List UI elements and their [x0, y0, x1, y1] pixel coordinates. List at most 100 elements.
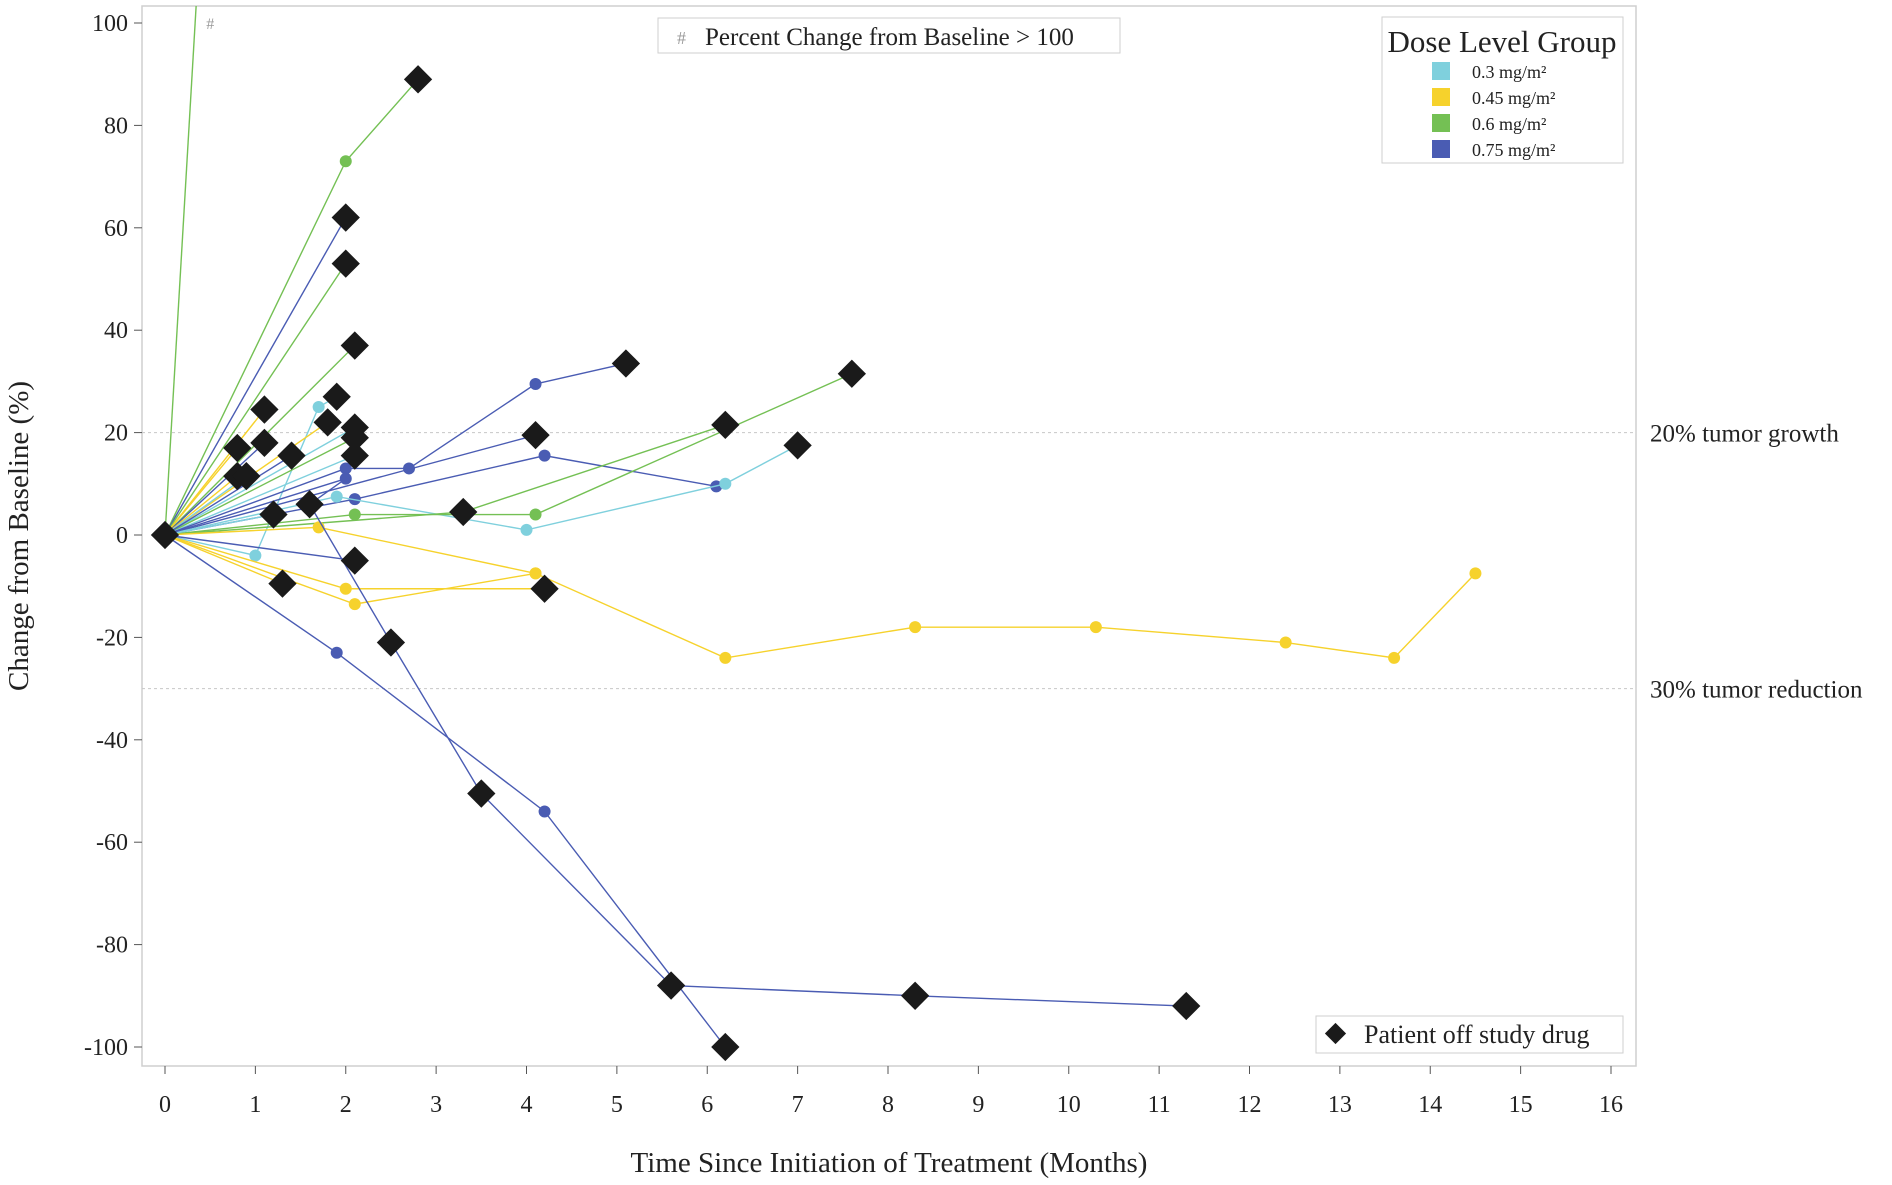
series-line	[164, 475, 238, 536]
off-drug-label: Patient off study drug	[1364, 1020, 1590, 1049]
data-point	[529, 567, 542, 580]
data-point	[520, 523, 533, 536]
patient-series	[164, 434, 536, 536]
x-tick-label: 15	[1509, 1092, 1533, 1118]
y-tick-label: 80	[104, 113, 128, 139]
series-line	[164, 454, 356, 536]
off-drug-marker	[611, 349, 641, 378]
patient-series	[164, 447, 238, 536]
x-tick-label: 1	[249, 1092, 261, 1118]
patient-series	[164, 437, 356, 536]
patient-series	[164, 263, 347, 536]
y-tick-label: -100	[84, 1035, 128, 1061]
patient-series	[164, 534, 545, 595]
x-tick-label: 13	[1328, 1092, 1352, 1118]
series-line	[164, 513, 274, 536]
legend-swatch	[1432, 62, 1450, 80]
off-drug-marker	[331, 203, 360, 232]
off-drug-marker	[259, 500, 288, 529]
reference-line-label: 20% tumor growth	[1650, 421, 1839, 448]
data-point	[909, 621, 922, 634]
y-tick-label: -80	[96, 933, 128, 959]
series-line	[164, 263, 347, 536]
off-drug-marker	[900, 981, 930, 1010]
x-tick-label: 2	[340, 1092, 352, 1118]
x-axis-title: Time Since Initiation of Treatment (Mont…	[631, 1147, 1148, 1179]
y-tick-label: -40	[96, 728, 128, 754]
x-tick-label: 4	[521, 1092, 533, 1118]
patient-series	[164, 373, 853, 536]
data-point	[249, 549, 262, 562]
legend-title: Dose Level Group	[1388, 24, 1617, 59]
off-drug-marker	[340, 331, 369, 360]
off-drug-marker	[313, 408, 342, 437]
x-tick-label: 12	[1238, 1092, 1262, 1118]
series-line	[164, 396, 338, 557]
y-tick-label: 0	[116, 523, 128, 549]
data-point	[719, 651, 732, 664]
patient-series	[164, 475, 238, 536]
y-tick-label: 20	[104, 421, 128, 447]
off-drug-marker	[403, 65, 433, 94]
series-group	[150, 6, 1482, 1062]
patient-series	[164, 513, 274, 536]
off-drug-marker	[467, 779, 496, 808]
data-point	[339, 472, 352, 485]
patient-series	[164, 426, 356, 536]
x-tick-label: 5	[611, 1092, 623, 1118]
y-tick-label: -60	[96, 830, 128, 856]
series-line	[164, 455, 292, 536]
patient-series	[164, 362, 627, 536]
x-tick-label: 9	[972, 1092, 984, 1118]
x-tick-label: 7	[792, 1092, 804, 1118]
data-point	[538, 805, 551, 818]
off-drug-marker	[376, 628, 406, 657]
off-drug-marker	[530, 574, 559, 603]
data-point	[348, 598, 361, 611]
legend-label: 0.45 mg/m²	[1472, 88, 1555, 108]
series-line	[164, 534, 283, 585]
y-tick-label: 40	[104, 318, 128, 344]
series-line	[164, 447, 238, 536]
legend-label: 0.6 mg/m²	[1472, 114, 1546, 134]
data-point	[1089, 621, 1102, 634]
patient-series	[164, 534, 283, 585]
patient-series	[164, 454, 356, 536]
patient-series	[164, 534, 355, 562]
patient-series	[164, 444, 798, 536]
patient-series	[164, 396, 338, 562]
data-point	[1388, 651, 1401, 664]
data-point	[538, 449, 551, 462]
data-point	[312, 401, 325, 413]
x-tick-label: 0	[159, 1092, 171, 1118]
y-tick-label: 100	[92, 11, 128, 37]
series-line	[164, 6, 197, 536]
patient-series	[164, 472, 1187, 1007]
data-point	[529, 508, 542, 521]
off-drug-marker	[150, 520, 180, 550]
data-point	[529, 377, 542, 390]
x-tick-label: 8	[882, 1092, 894, 1118]
x-tick-label: 6	[701, 1092, 713, 1118]
patient-series	[164, 534, 542, 611]
x-tick-label: 14	[1418, 1092, 1442, 1118]
data-point	[339, 462, 352, 475]
y-axis-title: Change from Baseline (%)	[3, 381, 35, 691]
data-point	[348, 508, 361, 521]
x-tick-label: 16	[1599, 1092, 1623, 1118]
patient-series	[164, 455, 292, 536]
off-drug-marker	[711, 1032, 740, 1062]
legend-swatch	[1432, 114, 1450, 132]
off-drug-marker	[1172, 991, 1201, 1021]
data-point	[330, 490, 343, 503]
x-tick-label: 11	[1148, 1092, 1171, 1118]
off-drug-marker	[340, 546, 369, 575]
off-drug-marker	[656, 971, 686, 1000]
data-point	[339, 582, 352, 595]
off-drug-marker	[711, 410, 740, 440]
data-point	[719, 477, 732, 490]
series-line	[164, 478, 1187, 1007]
data-point	[1469, 567, 1482, 580]
patient-series	[164, 534, 726, 1048]
